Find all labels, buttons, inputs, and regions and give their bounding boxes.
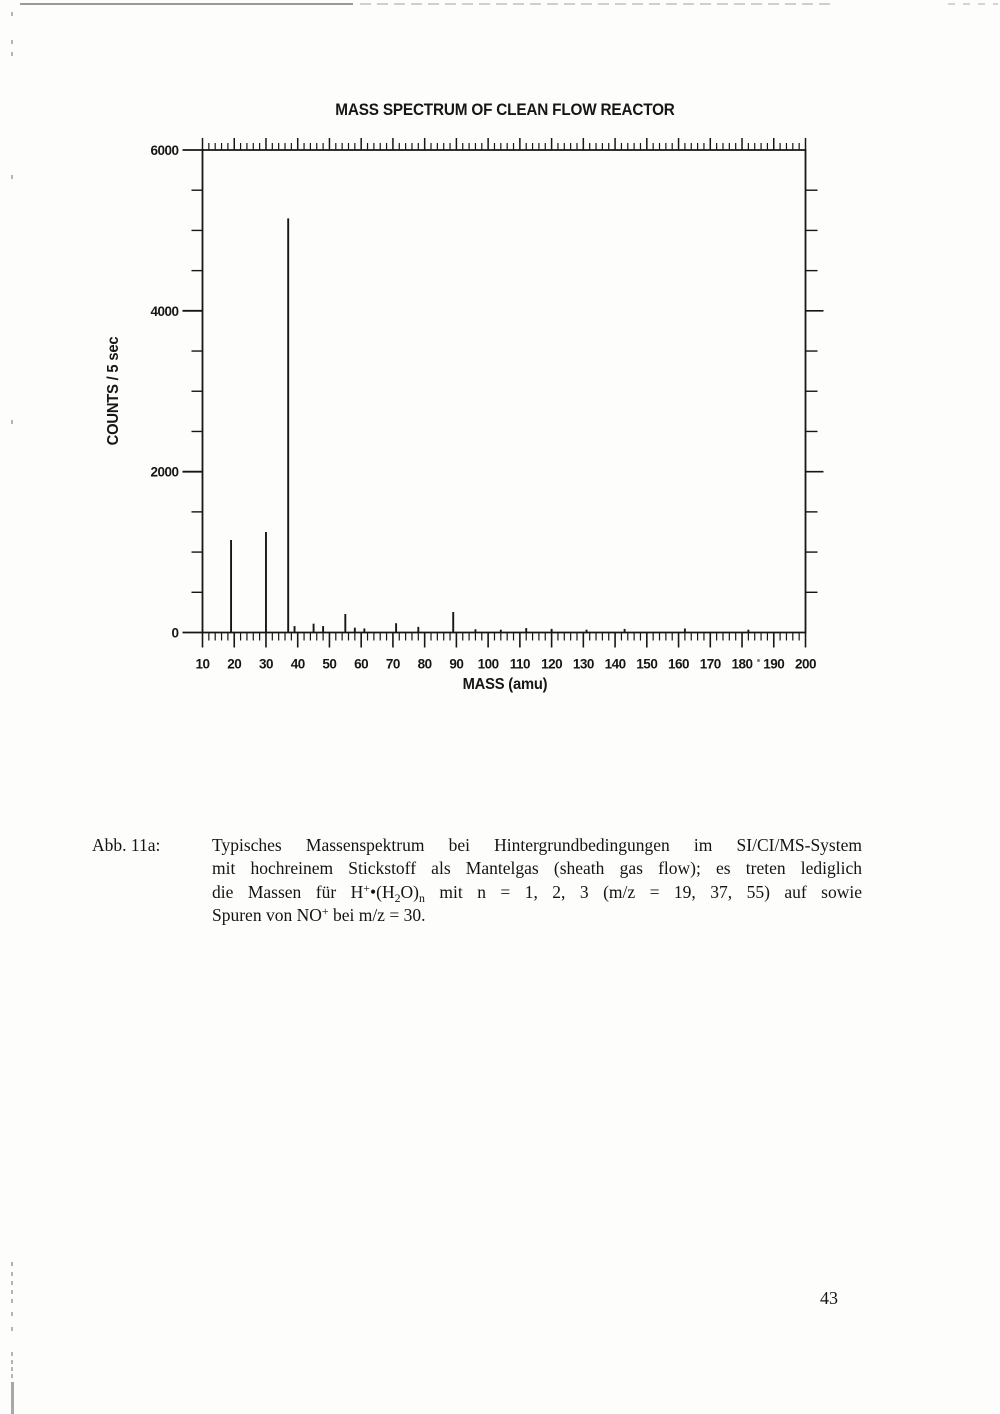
svg-text:160: 160 <box>668 657 689 672</box>
mass-spectrum-plot: 10 20 30 40 50 60 70 80 90 100 110 120 130 140 150 160 1… <box>150 138 824 672</box>
scan-artifact-top-line <box>20 3 353 5</box>
scan-artifact-dot <box>11 420 13 424</box>
scan-artifact-dot <box>11 1262 13 1266</box>
scan-artifact-dot <box>11 175 13 179</box>
y-axis-label: COUNTS / 5 sec <box>105 336 122 446</box>
left-axis-ticks <box>182 149 203 634</box>
scan-artifact-dot <box>11 1352 13 1356</box>
caption-line: Spuren von NO+ bei m/z = 30. <box>212 904 426 926</box>
scan-artifact-dot <box>11 52 13 56</box>
svg-text:100: 100 <box>478 657 499 672</box>
svg-text:0: 0 <box>171 626 178 641</box>
scan-artifact-top-dashes <box>360 3 830 5</box>
svg-text:60: 60 <box>354 657 368 672</box>
x-tick-labels: 10 20 30 40 50 60 70 80 90 100 110 120 130 140 150 160 1… <box>195 657 816 672</box>
svg-text:2000: 2000 <box>150 465 178 480</box>
figure-caption: Abb. 11a: Typisches Massenspektrum bei H… <box>92 834 864 928</box>
svg-text:120: 120 <box>541 657 562 672</box>
right-axis-ticks <box>805 189 824 593</box>
scan-artifact-dot <box>11 1290 13 1294</box>
chart-title: MASS SPECTRUM OF CLEAN FLOW REACTOR <box>335 100 675 119</box>
scan-artifact-dot <box>11 1299 13 1303</box>
svg-text:130: 130 <box>573 657 594 672</box>
caption-label: Abb. 11a: <box>92 835 161 855</box>
y-tick-labels: 0 2000 4000 6000 <box>150 143 179 641</box>
spectrum-peaks <box>230 218 750 632</box>
svg-text:50: 50 <box>322 657 336 672</box>
caption-line: mit hochreinem Stickstoff als Mantelgas … <box>212 858 862 879</box>
scan-artifact-dot <box>11 1327 13 1331</box>
svg-text:170: 170 <box>700 657 721 672</box>
svg-text:140: 140 <box>605 657 626 672</box>
bottom-axis-ticks <box>201 632 807 648</box>
scan-artifact-dot <box>11 1272 13 1276</box>
svg-text:150: 150 <box>636 657 657 672</box>
svg-text:70: 70 <box>386 657 400 672</box>
svg-text:10: 10 <box>195 657 209 672</box>
scan-artifact-dot <box>11 1367 13 1371</box>
svg-text:200: 200 <box>795 657 816 672</box>
svg-text:40: 40 <box>291 657 305 672</box>
svg-text:20: 20 <box>227 657 241 672</box>
svg-text:6000: 6000 <box>150 143 178 158</box>
top-axis-ticks <box>201 138 807 150</box>
scan-artifact-dot <box>11 1281 13 1285</box>
caption-line: Typisches Massenspektrum bei Hintergrund… <box>212 835 862 855</box>
scan-artifact-dot <box>11 1374 13 1378</box>
scan-artifact-dot <box>11 1360 13 1364</box>
axis-frame <box>201 149 807 634</box>
svg-text:180: 180 <box>732 657 753 672</box>
svg-text:80: 80 <box>418 657 432 672</box>
scan-artifact-left-line <box>11 1382 14 1414</box>
svg-text:110: 110 <box>510 657 530 672</box>
svg-text:90: 90 <box>449 657 463 672</box>
page-number: 43 <box>820 1288 838 1308</box>
scan-artifact-dot <box>11 12 13 16</box>
caption-line: die Massen für H+•(H2O)n mit n = 1, 2, 3… <box>212 880 863 905</box>
scan-artifact-dot <box>11 40 13 44</box>
caption-text: Typisches Massenspektrum bei Hintergrund… <box>212 834 862 928</box>
svg-text:30: 30 <box>259 657 273 672</box>
scan-artifact-dot <box>11 1312 13 1316</box>
scan-artifact-dot <box>757 659 760 662</box>
svg-text:190: 190 <box>763 657 784 672</box>
x-axis-label: MASS (amu) <box>462 676 548 693</box>
scan-artifact-top-dashes <box>948 3 998 5</box>
svg-text:4000: 4000 <box>150 304 178 319</box>
